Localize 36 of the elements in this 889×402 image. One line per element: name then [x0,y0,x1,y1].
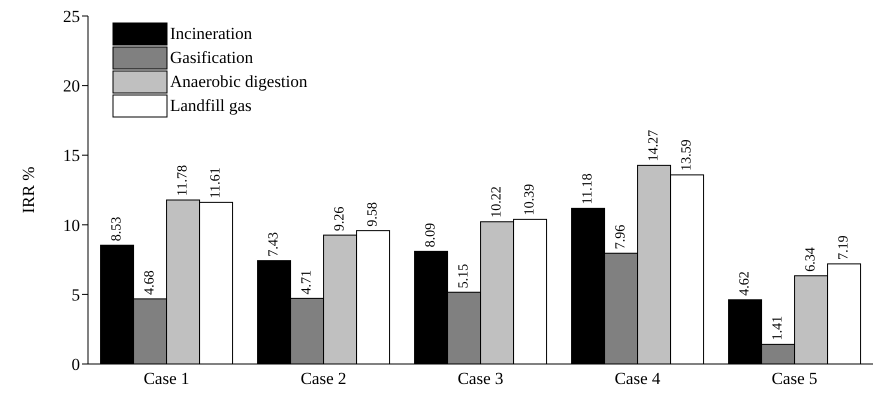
data-label: 8.53 [110,216,125,242]
data-label: 11.61 [208,167,224,198]
data-label: 11.78 [176,165,191,196]
data-label: 9.26 [332,206,348,232]
data-label: 4.62 [738,271,753,296]
data-label: 11.18 [580,173,596,204]
legend-label: Landfill gas [170,96,252,116]
data-label: 14.27 [646,130,662,162]
legend-label: Anaerobic digestion [170,72,308,92]
data-label: 6.34 [804,247,819,272]
x-tick-label: Case 4 [614,369,661,388]
data-label: 5.15 [456,264,472,288]
y-tick-label: 25 [63,7,80,26]
data-label: 10.39 [522,184,538,216]
x-tick-label: Case 1 [144,369,190,388]
legend-label: Gasification [170,48,254,68]
data-label: 1.41 [770,316,786,340]
y-tick-label: 0 [72,355,80,374]
y-tick-label: 15 [63,146,80,166]
data-label: 4.68 [142,270,158,295]
data-label: 9.58 [366,202,381,227]
y-tick-label: 5 [72,285,80,304]
data-label: 8.09 [424,222,439,248]
legend-label: Incineration [170,24,252,44]
data-label: 7.96 [614,224,629,250]
x-tick-label: Case 2 [300,369,346,388]
y-axis-title: IRR % [19,166,38,214]
data-label: 13.59 [680,139,695,171]
y-tick-label: 20 [63,76,80,96]
x-tick-label: Case 3 [458,369,504,388]
x-tick-label: Case 5 [772,369,818,388]
data-label: 10.22 [490,186,505,218]
y-tick-label: 10 [63,216,80,235]
data-label: 7.19 [836,235,852,260]
data-label: 7.43 [266,232,282,257]
data-label: 4.71 [300,270,315,294]
